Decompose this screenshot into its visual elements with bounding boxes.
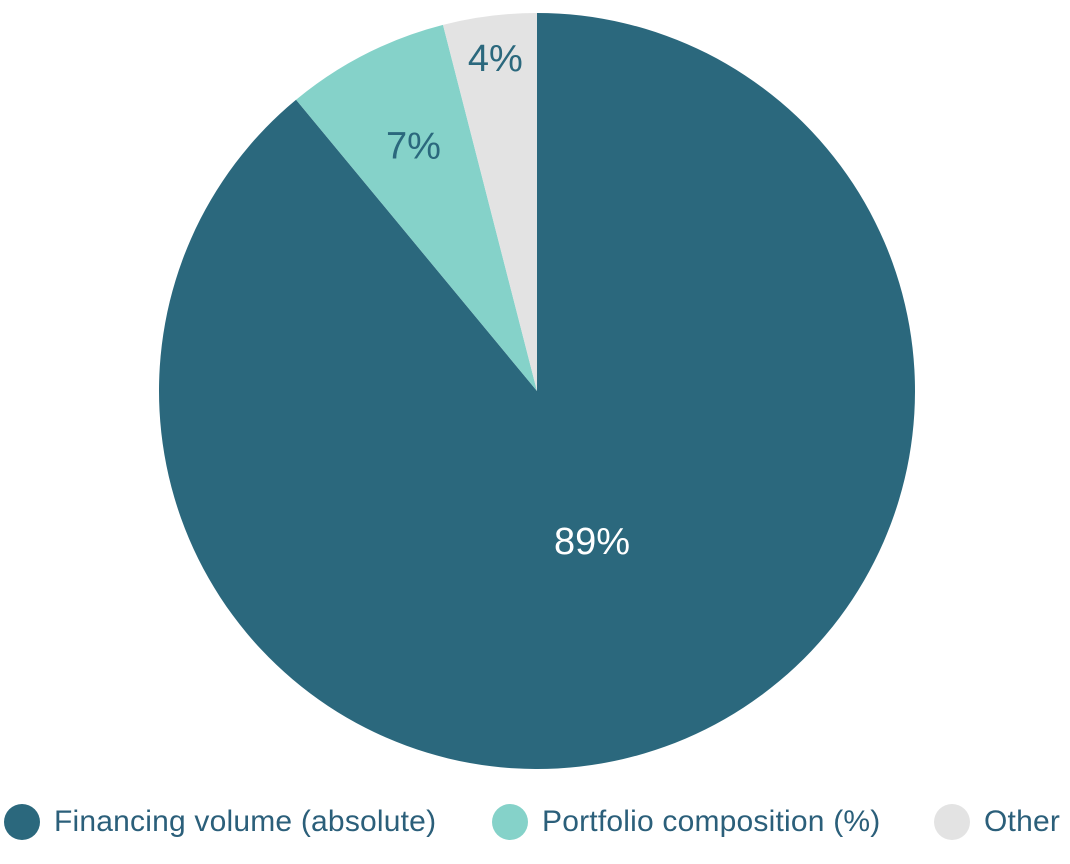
- legend: Financing volume (absolute) Portfolio co…: [0, 798, 1070, 846]
- legend-label-other: Other: [984, 805, 1061, 838]
- legend-swatch-financing-volume: [4, 804, 40, 840]
- pie-chart-svg: 89% 7% 4%: [158, 13, 916, 769]
- legend-swatch-other: [934, 804, 970, 840]
- legend-swatch-portfolio-composition: [492, 804, 528, 840]
- slice-label-1: 7%: [386, 126, 441, 168]
- legend-item-portfolio-composition: Portfolio composition (%): [492, 804, 880, 840]
- legend-item-other: Other: [934, 804, 1060, 840]
- legend-item-financing-volume: Financing volume (absolute): [4, 804, 436, 840]
- legend-label-portfolio-composition: Portfolio composition (%): [542, 805, 881, 838]
- slice-label-0: 89%: [554, 521, 630, 563]
- pie-slice-1: [296, 24, 537, 392]
- pie-slice-2: [442, 13, 537, 391]
- legend-label-financing-volume: Financing volume (absolute): [54, 805, 437, 838]
- pie-slice-0: [158, 13, 916, 769]
- slice-label-2: 4%: [468, 38, 523, 80]
